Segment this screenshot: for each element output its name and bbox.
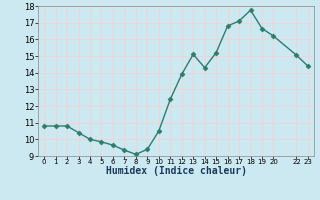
X-axis label: Humidex (Indice chaleur): Humidex (Indice chaleur) <box>106 166 246 176</box>
